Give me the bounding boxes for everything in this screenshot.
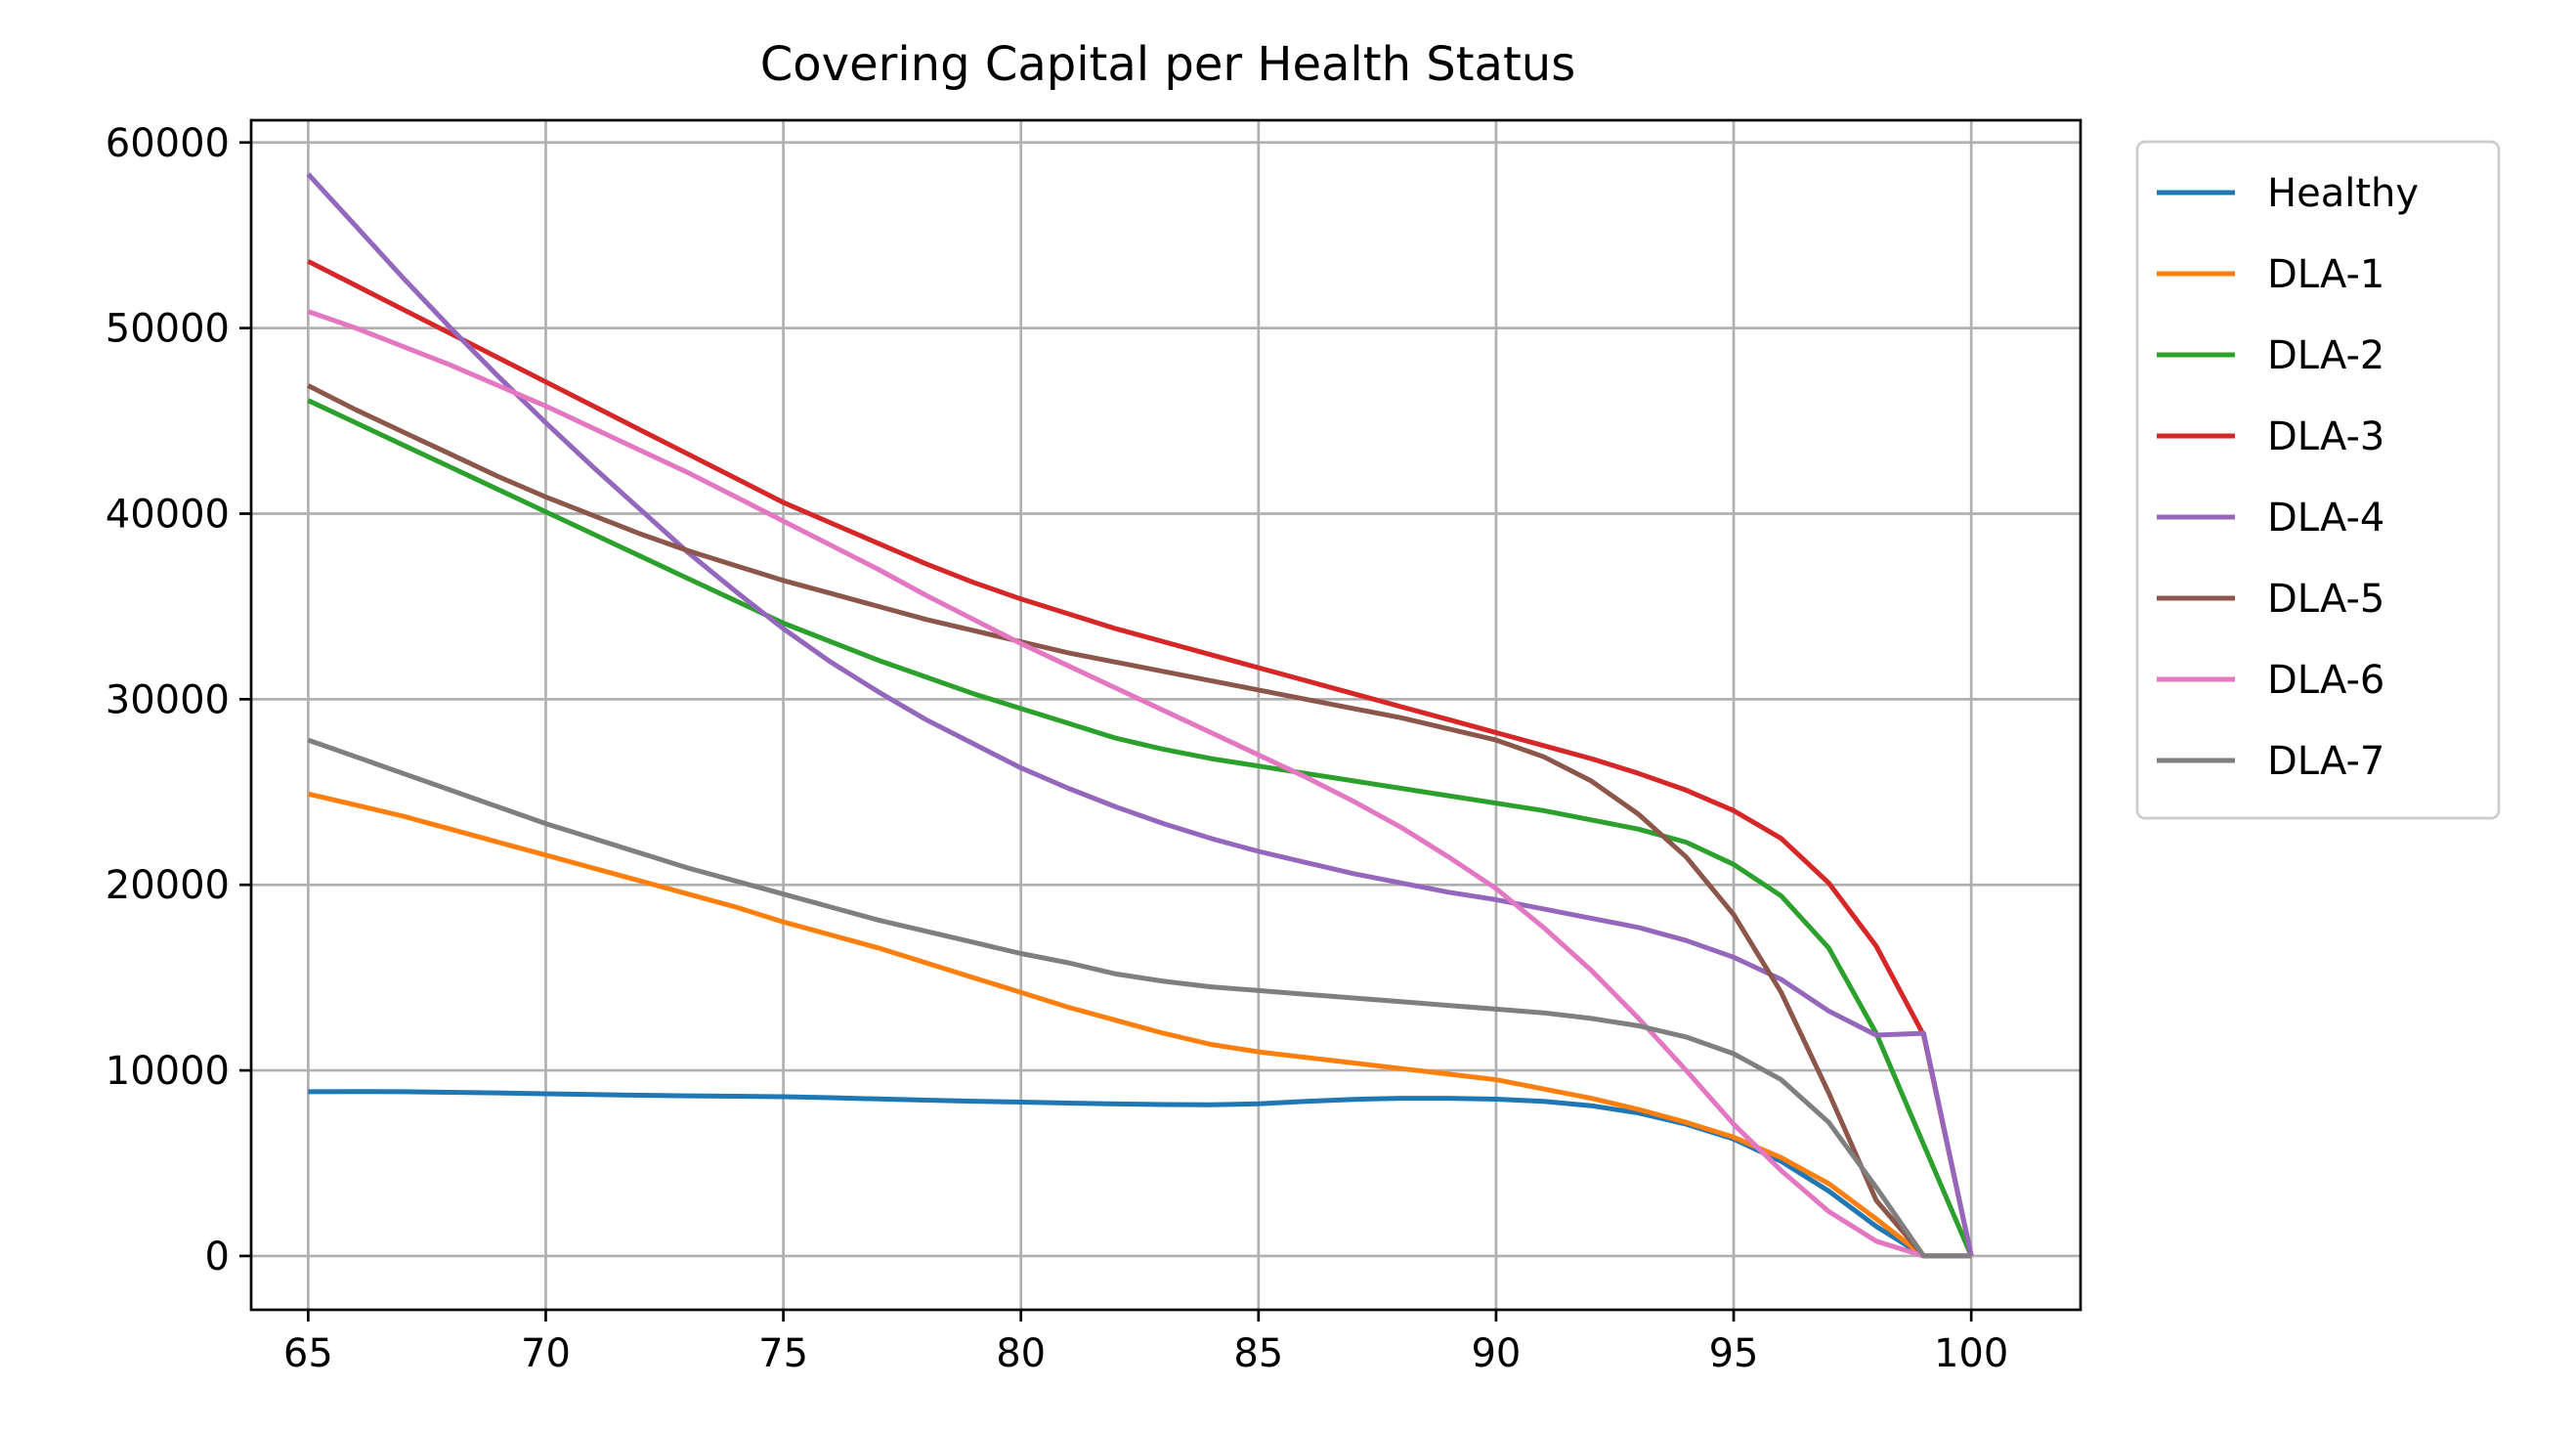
series-line-dla-2: [307, 398, 1974, 1257]
series-lines: [306, 172, 1974, 1259]
grid: [251, 120, 2081, 1310]
legend: Healthy DLA-1 DLA-2 DLA-3 DLA-4 DLA-5 DLA-6 DLA…: [2135, 140, 2501, 820]
legend-label-dla-2: DLA-2: [2267, 333, 2384, 378]
series-line-dla-6: [307, 309, 1972, 1259]
legend-label-healthy: Healthy: [2267, 171, 2419, 216]
series-line-dla-1: [307, 791, 1972, 1259]
series-line-dla-7: [307, 737, 1972, 1259]
legend-label-dla-7: DLA-7: [2267, 739, 2384, 784]
series-line-dla-3: [307, 259, 1974, 1257]
plot-area-frame: [249, 118, 2082, 1312]
series-line-healthy: [308, 1089, 1972, 1259]
legend-label-dla-1: DLA-1: [2267, 252, 2384, 297]
x-tick-label: 90: [1471, 1331, 1521, 1376]
y-tick-label: 50000: [106, 307, 230, 352]
y-tick-label: 0: [205, 1235, 230, 1279]
x-tick-label: 80: [996, 1331, 1046, 1376]
x-tick-label: 85: [1233, 1331, 1283, 1376]
x-tick-label: 95: [1709, 1331, 1759, 1376]
x-tick-label: 75: [758, 1331, 808, 1376]
legend-box: [2135, 140, 2501, 820]
legend-label-dla-6: DLA-6: [2267, 658, 2384, 703]
legend-label-dla-5: DLA-5: [2267, 577, 2384, 622]
series-line-dla-4: [306, 172, 1974, 1257]
y-tick-label: 30000: [106, 677, 230, 722]
y-tick-label: 20000: [106, 863, 230, 908]
series-line-dla-5: [307, 383, 1972, 1259]
y-tick-label: 60000: [106, 121, 230, 166]
axis-ticks: 65 70 75 80 85 90 95 100 0 10000 20000 30000 40000 50…: [106, 121, 2009, 1376]
x-tick-label: 65: [283, 1331, 333, 1376]
x-tick-label: 70: [521, 1331, 571, 1376]
x-tick-label: 100: [1934, 1331, 2008, 1376]
legend-label-dla-4: DLA-4: [2267, 496, 2384, 541]
y-tick-label: 40000: [106, 493, 230, 538]
y-tick-label: 10000: [106, 1049, 230, 1094]
legend-label-dla-3: DLA-3: [2267, 414, 2384, 459]
chart-title: Covering Capital per Health Status: [760, 37, 1575, 92]
